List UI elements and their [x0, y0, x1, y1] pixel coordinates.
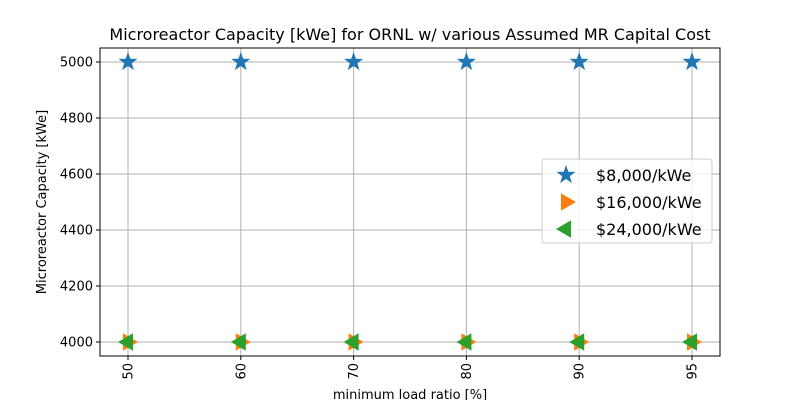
- star-point: [569, 52, 589, 71]
- star-point: [231, 52, 251, 71]
- x-tick-label: 50: [122, 363, 137, 380]
- x-axis: 50 60 70 80 90 95: [122, 356, 701, 380]
- data-markers: [118, 52, 702, 351]
- legend-label: $24,000/kWe: [596, 220, 702, 239]
- legend-box: [541, 158, 713, 244]
- x-tick-label: 80: [460, 363, 475, 380]
- triangle-left-point: [682, 333, 697, 351]
- x-axis-label: minimum load ratio [%]: [333, 388, 487, 400]
- legend-label: $8,000/kWe: [596, 166, 691, 185]
- x-tick-label: 95: [686, 363, 701, 380]
- legend-label: $16,000/kWe: [596, 193, 702, 212]
- chart-title: Microreactor Capacity [kWe] for ORNL w/ …: [109, 25, 710, 44]
- x-tick-label: 90: [573, 363, 588, 380]
- triangle-left-point: [456, 333, 472, 351]
- x-tick-label: 60: [234, 363, 249, 380]
- star-point: [682, 52, 702, 71]
- legend-star-icon: [556, 165, 576, 184]
- grid-lines: [100, 48, 720, 356]
- y-tick-label: 4000: [60, 336, 93, 351]
- triangle-left-point: [230, 333, 246, 351]
- plot-frame: [99, 47, 721, 357]
- y-tick-label: 4200: [60, 280, 93, 295]
- y-tick-label: 4800: [60, 112, 93, 127]
- x-tick-label: 70: [347, 363, 362, 380]
- star-point: [118, 52, 138, 71]
- triangle-left-point: [118, 333, 133, 351]
- star-point: [456, 52, 476, 71]
- legend-triangle-left-icon: [556, 220, 571, 238]
- triangle-left-point: [569, 333, 585, 351]
- y-tick-label: 4400: [60, 224, 93, 239]
- triangle-left-point: [343, 333, 359, 351]
- star-point: [344, 52, 364, 71]
- y-axis: 4000 4200 4400 4600 4800 5000: [60, 56, 100, 351]
- y-axis-label: Microreactor Capacity [kWe]: [35, 110, 50, 294]
- y-tick-label: 4600: [60, 168, 93, 183]
- y-tick-label: 5000: [60, 56, 93, 71]
- legend: $8,000/kWe $16,000/kWe $24,000/kWe: [541, 158, 713, 244]
- legend-triangle-right-icon: [561, 193, 576, 211]
